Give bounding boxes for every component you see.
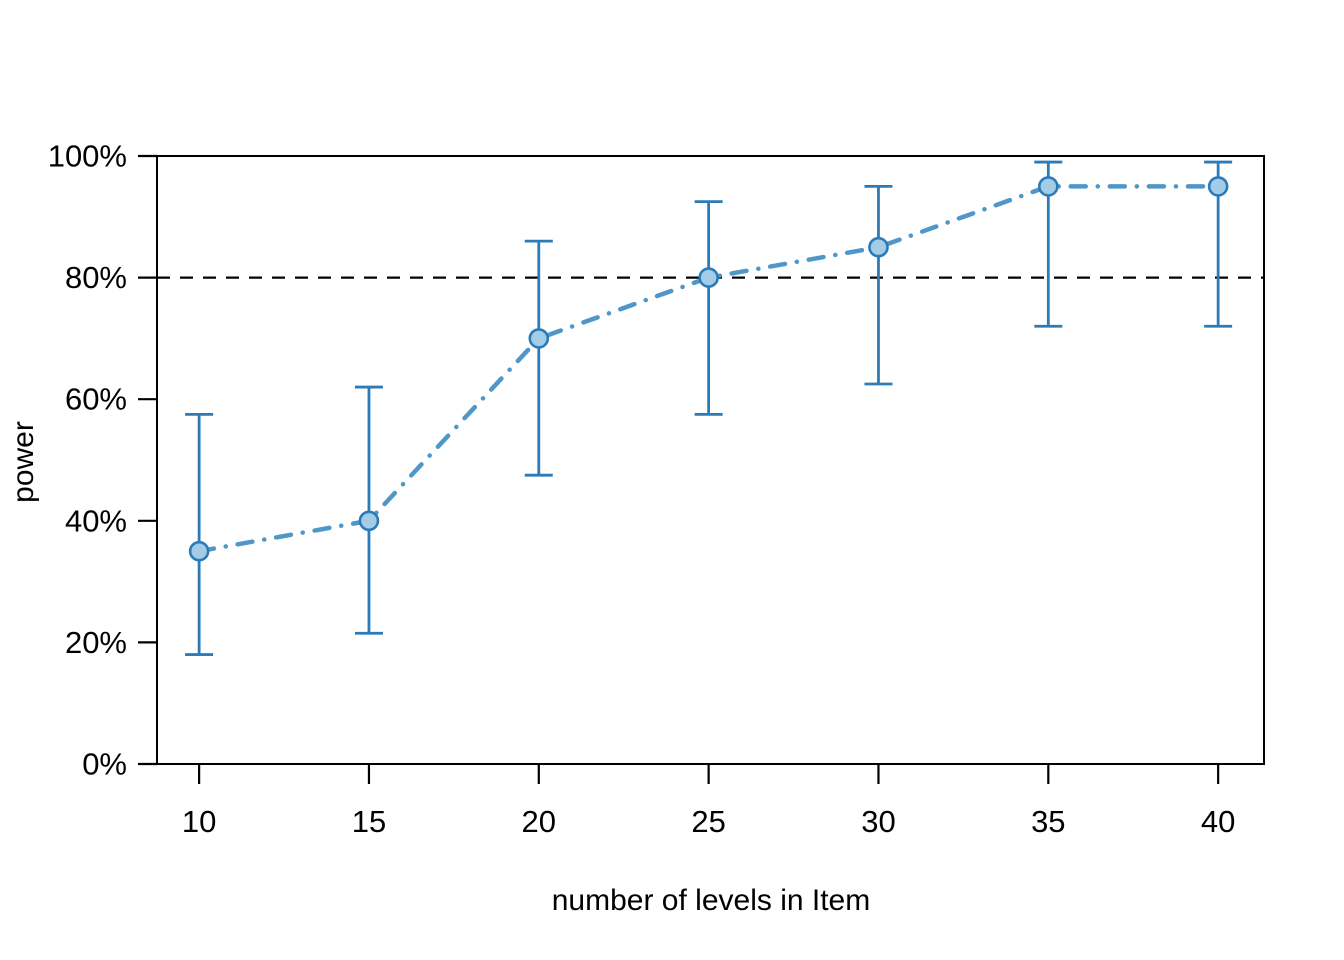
y-tick-label: 80% [65,260,127,295]
x-tick-label: 35 [1031,804,1065,839]
x-tick-label: 15 [352,804,386,839]
x-tick-label: 30 [861,804,895,839]
plot-box [156,155,1265,765]
y-axis-title: power [7,421,40,503]
x-tick-label: 20 [522,804,556,839]
x-axis-title: number of levels in Item [552,884,870,917]
data-point-marker [1038,176,1059,197]
x-tick-label: 10 [182,804,216,839]
x-tick-label: 25 [691,804,725,839]
data-point-marker [698,267,719,288]
y-tick-label: 0% [82,747,127,782]
y-tick-label: 40% [65,503,127,538]
data-point-marker [868,236,889,258]
data-point-marker [358,510,380,532]
data-point-marker [528,328,550,349]
y-tick-label: 60% [65,382,127,417]
y-tick-label: 100% [48,139,127,174]
x-tick-label: 40 [1201,804,1235,839]
plot-area: 0% 20% 40% 60% 80% 100% 10 15 20 25 30 35 40 [48,139,1265,839]
data-point-marker [1207,176,1229,197]
y-tick-label: 20% [65,625,127,660]
data-point-marker [188,540,210,562]
